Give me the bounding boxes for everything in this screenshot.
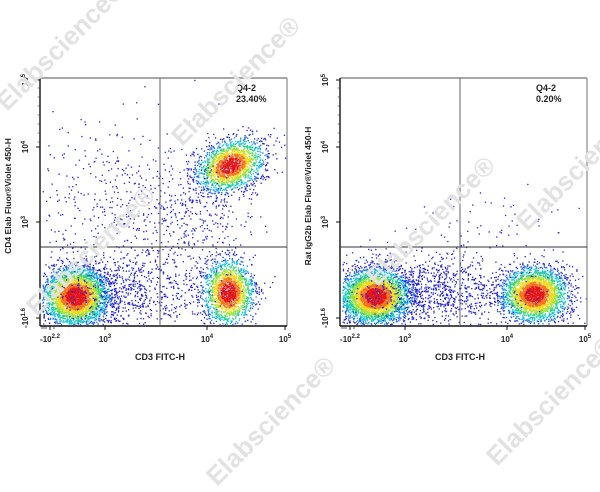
x-axis-label: CD3 FITC-H — [435, 352, 485, 362]
quadrant-label: Q4-2 — [536, 83, 556, 93]
quadrant-percent: 0.20% — [536, 94, 562, 104]
y-axis-label: CD4 Elab Fluor®Violet 450-H — [3, 138, 13, 254]
plot-frame — [39, 77, 288, 327]
plot-isotype-vs-cd3: Q4-2 0.20% CD3 FITC-H Rat IgG2b Elab Flu… — [303, 73, 592, 362]
scatter-points — [42, 79, 287, 326]
scatter-points — [342, 183, 587, 326]
plot-frame — [339, 77, 588, 327]
figure-canvas: Q4-2 23.40% CD3 FITC-H CD4 Elab Fluor®Vi… — [3, 73, 592, 362]
x-axis-label: CD3 FITC-H — [135, 352, 185, 362]
y-axis-label: Rat IgG2b Elab Fluor®Violet 450-H — [303, 127, 313, 266]
quadrant-label: Q4-2 — [236, 83, 256, 93]
quadrant-percent: 23.40% — [236, 94, 267, 104]
plot-cd4-vs-cd3: Q4-2 23.40% CD3 FITC-H CD4 Elab Fluor®Vi… — [3, 73, 292, 362]
